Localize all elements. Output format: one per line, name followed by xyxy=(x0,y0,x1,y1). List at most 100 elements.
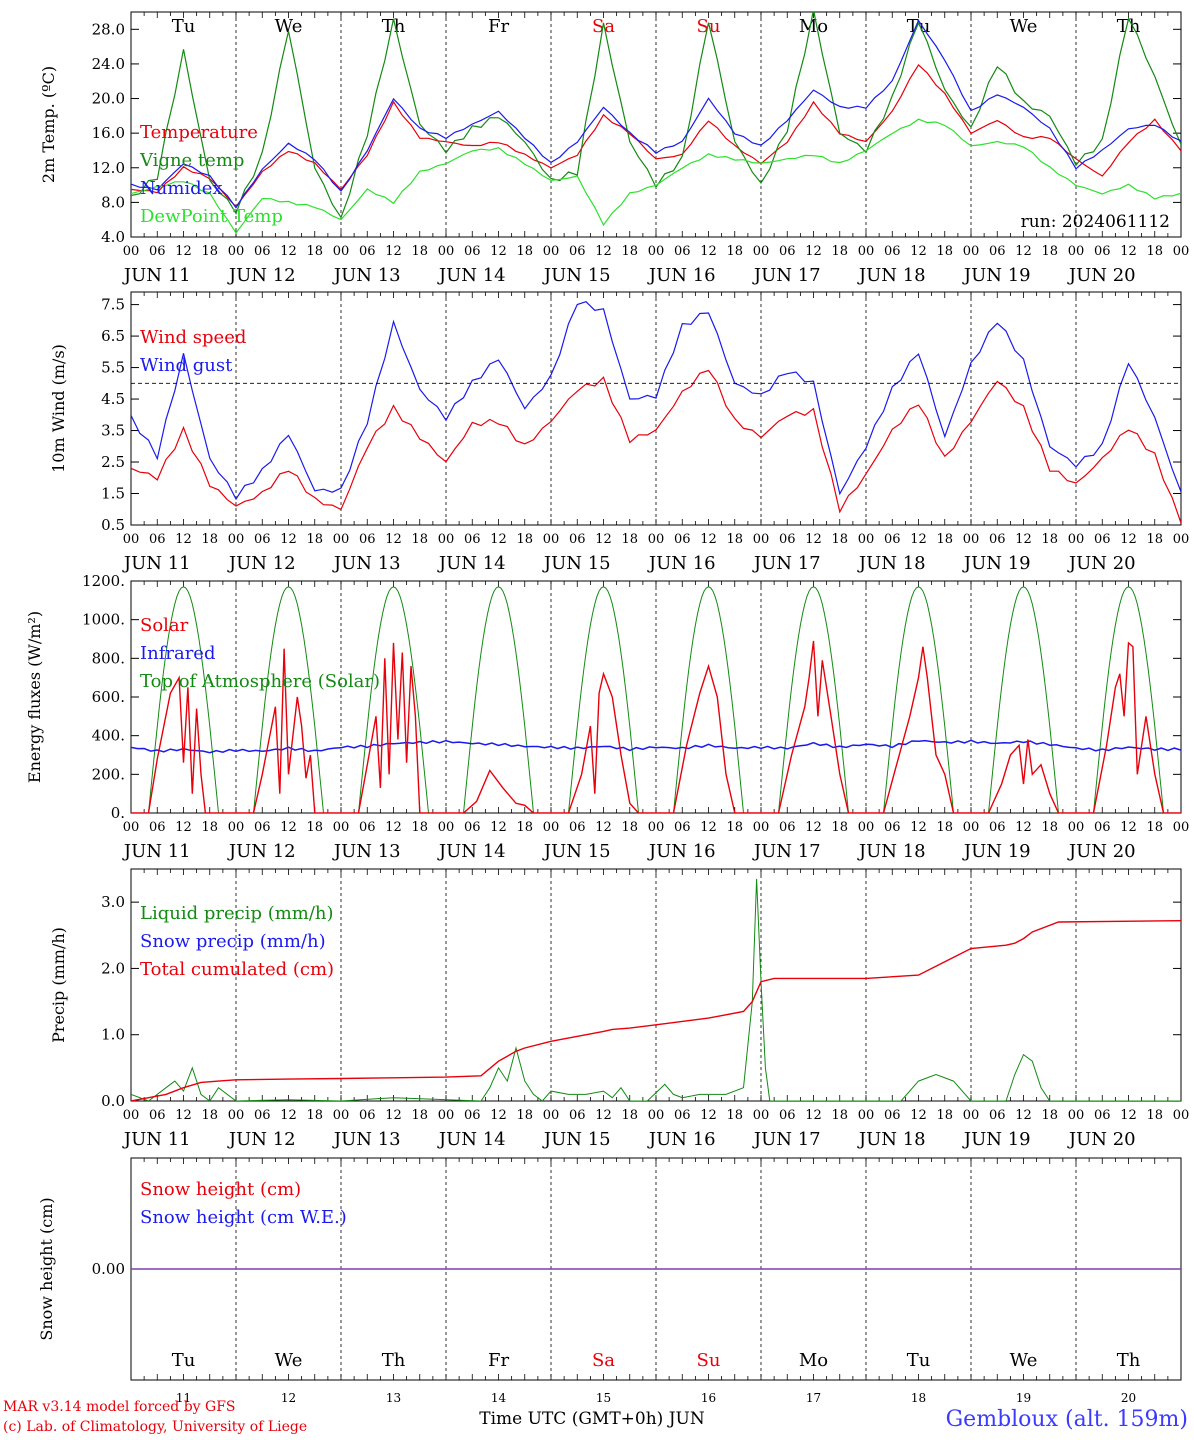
hour-tick-label: 12 xyxy=(1120,244,1137,259)
hour-tick-label: 12 xyxy=(280,1108,297,1123)
hour-tick-label: 12 xyxy=(1120,820,1137,835)
day-number-label: 14 xyxy=(491,1391,507,1405)
hour-tick-label: 00 xyxy=(648,532,665,547)
hour-tick-label: 12 xyxy=(1015,532,1032,547)
day-number-label: 12 xyxy=(281,1391,296,1405)
hour-tick-label: 18 xyxy=(831,820,848,835)
hour-tick-label: 12 xyxy=(280,532,297,547)
panel-5: 0.00 Snow height (cm) Tu We Th Fr Sa Su Mo Tu We Th… xyxy=(37,1157,1182,1405)
date-label: JUN 12 xyxy=(227,841,296,862)
hour-tick-label: 06 xyxy=(779,1108,796,1123)
legend-entry: Total cumulated (cm) xyxy=(140,959,334,980)
date-label: JUN 12 xyxy=(227,1129,296,1150)
hour-tick-label: 06 xyxy=(359,1108,376,1123)
hour-tick-label: 12 xyxy=(1015,244,1032,259)
date-label: JUN 14 xyxy=(437,265,506,286)
hour-tick-label: 06 xyxy=(569,1108,586,1123)
hour-tick-label: 06 xyxy=(359,820,376,835)
day-number-label: 13 xyxy=(386,1391,401,1405)
hour-tick-label: 06 xyxy=(989,1108,1006,1123)
hour-tick-label: 12 xyxy=(490,244,507,259)
hour-tick-label: 06 xyxy=(1094,820,1111,835)
hour-tick-label: 00 xyxy=(963,820,980,835)
hour-tick-label: 06 xyxy=(674,820,691,835)
date-label: JUN 20 xyxy=(1067,1129,1136,1150)
y-axis-label: Energy fluxes (W/m²) xyxy=(25,611,44,783)
weekday-label: Mo xyxy=(799,1350,828,1371)
hour-tick-label: 12 xyxy=(175,1108,192,1123)
hour-tick-label: 00 xyxy=(963,244,980,259)
hour-tick-label: 12 xyxy=(700,1108,717,1123)
date-label: JUN 11 xyxy=(122,265,191,286)
date-label: JUN 20 xyxy=(1067,553,1136,574)
hour-tick-label: 00 xyxy=(333,820,350,835)
date-label: JUN 18 xyxy=(857,553,926,574)
weekday-label: Tu xyxy=(172,16,196,37)
hour-tick-label: 00 xyxy=(123,244,140,259)
hour-tick-label: 12 xyxy=(490,532,507,547)
hour-tick-label: 12 xyxy=(1015,1108,1032,1123)
hour-tick-label: 12 xyxy=(490,820,507,835)
hour-tick-label: 00 xyxy=(228,820,245,835)
day-number-label: 15 xyxy=(596,1391,611,1405)
hour-tick-label: 00 xyxy=(333,532,350,547)
hour-tick-label: 18 xyxy=(1041,532,1058,547)
hour-tick-label: 12 xyxy=(1120,532,1137,547)
ytick-label: 600. xyxy=(92,688,125,706)
date-label: JUN 13 xyxy=(332,553,401,574)
weekday-label: Tu xyxy=(172,1350,196,1371)
date-label: JUN 17 xyxy=(752,553,821,574)
hour-tick-label: 00 xyxy=(1173,532,1190,547)
station-title: Gembloux (alt. 159m) xyxy=(946,1407,1188,1432)
data-layer xyxy=(131,586,1181,813)
hour-tick-label: 00 xyxy=(753,1108,770,1123)
hour-tick-label: 06 xyxy=(884,244,901,259)
ytick-label: 5.5 xyxy=(101,359,125,377)
series-dewpoint-temp xyxy=(131,118,1181,234)
ytick-label: 12.0 xyxy=(92,159,125,177)
weekday-label: Th xyxy=(1117,16,1141,37)
hour-tick-label: 18 xyxy=(411,1108,428,1123)
date-label: JUN 14 xyxy=(437,1129,506,1150)
hour-tick-label: 18 xyxy=(1041,244,1058,259)
hour-tick-label: 00 xyxy=(963,532,980,547)
y-axis-label: Snow height (cm) xyxy=(37,1197,56,1340)
hour-tick-label: 06 xyxy=(989,244,1006,259)
hour-tick-label: 06 xyxy=(254,532,271,547)
panels-layer: 4.0 8.0 12.0 16.0 20.0 24.0 28.0 2m Temp. (ºC) 0… xyxy=(25,11,1190,1405)
day-number-label: 19 xyxy=(1016,1391,1031,1405)
hour-tick-label: 18 xyxy=(831,532,848,547)
hour-tick-label: 12 xyxy=(700,244,717,259)
ytick-label: 1000. xyxy=(82,611,125,629)
legend-entry: DewPoint Temp xyxy=(140,206,283,227)
weekday-label: Th xyxy=(382,1350,406,1371)
panel-3: 0. 200. 400. 600. 800. 1000. 1200. Energy fluxe… xyxy=(25,572,1189,862)
hour-tick-label: 12 xyxy=(910,1108,927,1123)
hour-tick-label: 18 xyxy=(621,820,638,835)
hour-tick-label: 18 xyxy=(306,820,323,835)
ytick-label: 8.0 xyxy=(101,193,125,211)
hour-tick-label: 06 xyxy=(359,244,376,259)
hour-tick-label: 18 xyxy=(1041,1108,1058,1123)
plot-frame xyxy=(130,11,1182,238)
hour-tick-label: 18 xyxy=(306,1108,323,1123)
date-label: JUN 11 xyxy=(122,553,191,574)
hour-tick-label: 00 xyxy=(543,1108,560,1123)
hour-tick-label: 06 xyxy=(149,1108,166,1123)
hour-tick-label: 00 xyxy=(228,532,245,547)
series-temperature xyxy=(131,63,1181,208)
date-label: JUN 17 xyxy=(752,1129,821,1150)
hour-tick-label: 18 xyxy=(831,244,848,259)
hour-tick-label: 06 xyxy=(464,532,481,547)
series-top-of-atmosphere xyxy=(131,586,1181,813)
date-label: JUN 11 xyxy=(122,841,191,862)
ytick-label: 3.5 xyxy=(101,422,125,440)
ytick-label: 0. xyxy=(111,804,125,822)
y-axis-label: 2m Temp. (ºC) xyxy=(39,66,58,183)
data-layer xyxy=(131,12,1181,234)
hour-tick-label: 18 xyxy=(516,1108,533,1123)
hour-tick-label: 00 xyxy=(753,820,770,835)
hour-tick-label: 18 xyxy=(411,532,428,547)
hour-tick-label: 00 xyxy=(333,1108,350,1123)
